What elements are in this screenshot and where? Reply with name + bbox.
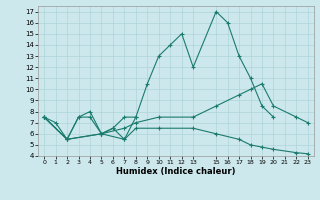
X-axis label: Humidex (Indice chaleur): Humidex (Indice chaleur) (116, 167, 236, 176)
